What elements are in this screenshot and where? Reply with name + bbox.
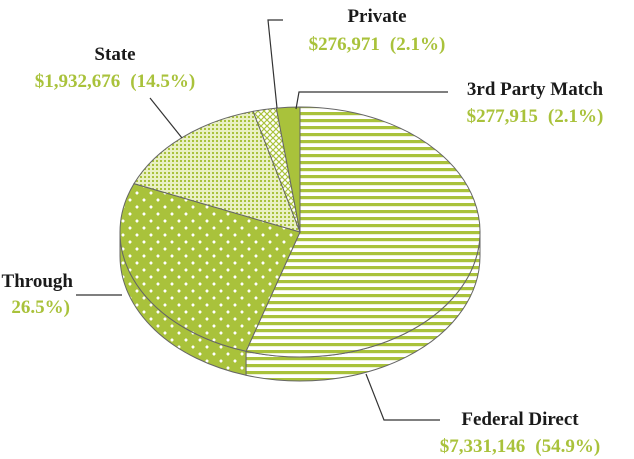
- value-label: 26.5%): [11, 297, 70, 318]
- slice-amount: $7,331,146 (54.9%): [440, 436, 600, 457]
- slice-name: Private: [347, 6, 406, 27]
- value-label: (2.1%): [390, 34, 445, 55]
- slice: [275, 106, 301, 233]
- slice-name: State: [94, 44, 135, 65]
- leader-line: [267, 19, 283, 109]
- amount-label: $276,971: [309, 34, 380, 55]
- pie: [119, 106, 481, 382]
- leader-line: [295, 91, 448, 110]
- value-label: (2.1%): [548, 106, 603, 127]
- slice: [119, 183, 301, 352]
- slice-amount: $276,971 (2.1%): [309, 34, 446, 55]
- amount-label: $7,331,146: [440, 436, 526, 457]
- value-label: (54.9%): [535, 436, 600, 457]
- slice-name: 3rd Party Match: [467, 79, 604, 100]
- leader-line: [365, 373, 440, 421]
- slice: [245, 106, 481, 358]
- slice-name: Federal Direct: [461, 409, 579, 430]
- slice-amount: $277,915 (2.1%): [467, 106, 604, 127]
- value-label: (14.5%): [130, 71, 195, 92]
- slice-amount: $1,932,676 (14.5%): [35, 71, 195, 92]
- slice-name: Through: [2, 271, 74, 292]
- amount-label: $1,932,676: [35, 71, 121, 92]
- amount-label: $277,915: [467, 106, 538, 127]
- leader-line: [149, 97, 183, 139]
